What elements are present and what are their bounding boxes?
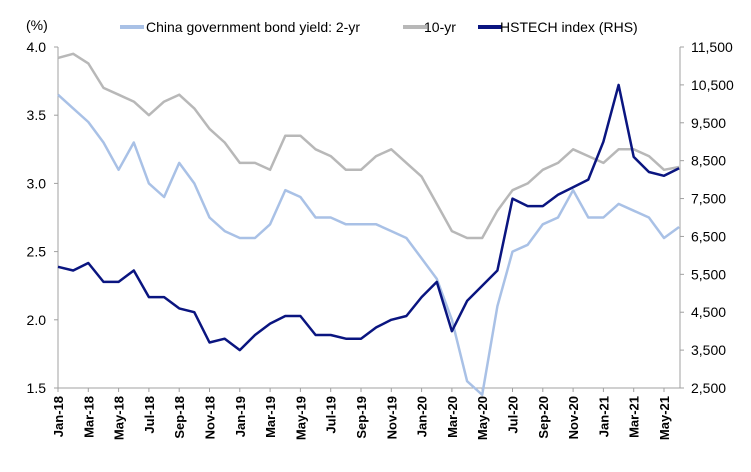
y-tick-label: 3.0	[27, 175, 47, 191]
x-tick-label: May-18	[112, 396, 127, 440]
series-line-hstech	[57, 83, 680, 352]
x-tick-label: Sep-20	[536, 396, 551, 439]
x-tick-label: Jan-19	[233, 396, 248, 437]
y2-tick-label: 6,500	[691, 228, 726, 244]
x-tick-label: May-20	[475, 396, 490, 440]
y2-tick-label: 2,500	[691, 380, 726, 396]
x-tick-label: May-19	[293, 396, 308, 440]
y-tick-label: 2.5	[27, 244, 47, 260]
series-line-10yr	[57, 52, 680, 240]
y2-tick-label: 9,500	[691, 115, 726, 131]
y-tick-label: 2.0	[27, 312, 47, 328]
x-tick-label: Mar-20	[445, 396, 460, 438]
x-tick-label: Sep-19	[354, 396, 369, 439]
axes: 4.0 3.5 3.0 2.5 2.0 1.5 11,500 10,500 9,500 8,500…	[27, 39, 735, 440]
y-tick-label: 1.5	[27, 380, 47, 396]
legend-label: China government bond yield: 2-yr	[146, 19, 360, 35]
x-tick-label: Mar-21	[627, 396, 642, 438]
y2-tick-label: 7,500	[691, 191, 726, 207]
y2-tick-label: 10,500	[691, 77, 734, 93]
left-axis-unit: (%)	[26, 17, 48, 33]
y2-tick-label: 8,500	[691, 153, 726, 169]
legend-label: 10-yr	[424, 19, 456, 35]
y2-tick-label: 4,500	[691, 304, 726, 320]
series-line-2yr	[57, 93, 680, 397]
x-tick-label: Jul-18	[142, 396, 157, 434]
y2-tick-label: 11,500	[691, 39, 733, 55]
x-tick-label: Jan-21	[596, 396, 611, 437]
y2-tick-label: 3,500	[691, 342, 726, 358]
x-tick-label: Mar-19	[263, 396, 278, 438]
y-tick-label: 4.0	[27, 39, 47, 55]
x-tick-label: Sep-18	[172, 396, 187, 439]
x-tick-label: Nov-20	[566, 396, 581, 439]
x-tick-label: Jul-20	[506, 396, 521, 434]
x-tick-label: Nov-19	[384, 396, 399, 439]
x-tick-label: Jan-18	[51, 396, 66, 437]
legend-label: HSTECH index (RHS)	[500, 19, 638, 35]
legend: China government bond yield: 2-yr 10-yr HS…	[120, 19, 638, 35]
x-tick-label: Nov-18	[203, 396, 218, 439]
x-tick-label: Jan-20	[415, 396, 430, 437]
y2-tick-label: 5,500	[691, 266, 726, 282]
y-tick-label: 3.5	[27, 107, 47, 123]
x-tick-label: Mar-18	[81, 396, 96, 438]
series-lines	[57, 52, 680, 397]
x-tick-label: May-21	[657, 396, 672, 440]
x-tick-label: Jul-19	[324, 396, 339, 434]
